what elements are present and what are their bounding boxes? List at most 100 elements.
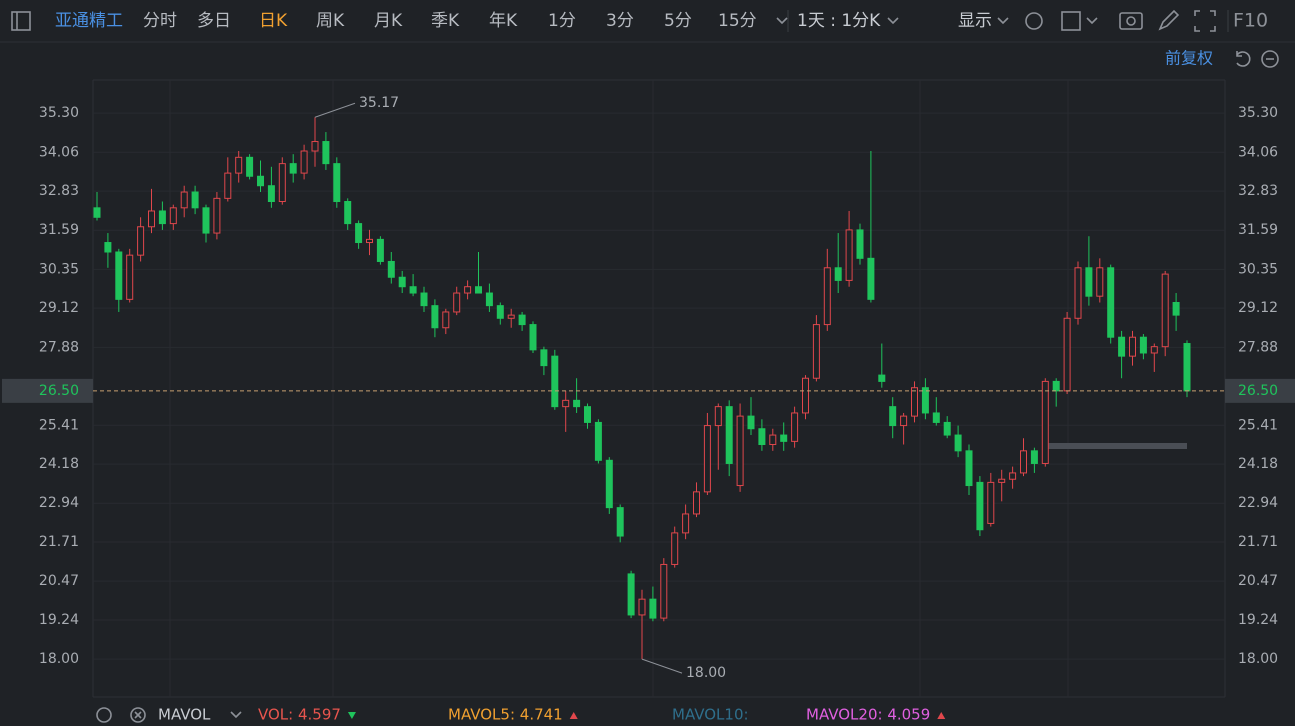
candle-body: [660, 563, 668, 619]
period-tab[interactable]: 日K: [259, 11, 288, 31]
period-tab[interactable]: 5分: [664, 11, 692, 31]
candle-body: [573, 399, 581, 408]
low-pointer: [641, 658, 683, 674]
style-chevron[interactable]: [1086, 17, 1098, 25]
fullscreen-icon[interactable]: [1194, 10, 1216, 32]
candle-body: [769, 434, 777, 446]
candle-body: [1172, 301, 1180, 316]
candle-body: [551, 355, 559, 408]
indicator-name[interactable]: MAVOL: [158, 706, 211, 724]
candle-body: [1030, 450, 1038, 464]
candle-body: [1139, 336, 1147, 354]
candle-body: [115, 251, 123, 300]
candle-body: [998, 478, 1006, 483]
period-tab[interactable]: 3分: [606, 11, 634, 31]
indicator-value: MAVOL5: 4.741: [448, 706, 563, 724]
trend-arrow: [569, 712, 578, 719]
reset-icon[interactable]: [1236, 51, 1251, 67]
low-label: 18.00: [686, 665, 726, 681]
y2-tick-label: 32.83: [1238, 183, 1278, 199]
style-icon[interactable]: [1061, 11, 1081, 31]
last-price-label: 26.50: [1238, 383, 1278, 399]
candle-body: [224, 172, 232, 199]
camera-icon[interactable]: [1119, 12, 1143, 30]
candle-body: [671, 532, 679, 565]
period-tab[interactable]: 1分: [548, 11, 576, 31]
candle-body: [845, 229, 853, 281]
candle-body: [693, 491, 700, 515]
period-tab[interactable]: 15分: [718, 11, 757, 31]
zoom-out-icon[interactable]: [1261, 50, 1279, 68]
f10-button[interactable]: F10: [1233, 10, 1268, 32]
candle-body: [932, 412, 940, 423]
period-tab[interactable]: 年K: [489, 11, 518, 31]
settings-icon[interactable]: [1025, 12, 1043, 30]
candle-body: [442, 311, 450, 329]
candle-body: [322, 141, 330, 165]
trend-arrow: [937, 712, 946, 719]
candle-body: [747, 415, 755, 430]
sidebar-toggle[interactable]: [11, 11, 31, 31]
candle-body: [158, 210, 166, 225]
candle-body: [725, 406, 733, 464]
candle-body: [355, 223, 363, 244]
y2-tick-label: 20.47: [1238, 573, 1278, 589]
indicator-close[interactable]: [130, 707, 146, 723]
indicator-settings[interactable]: [96, 707, 112, 723]
y-tick-label: 22.94: [39, 495, 79, 511]
candle-body: [398, 276, 406, 288]
candle-body: [376, 238, 384, 262]
candle-body: [943, 421, 951, 436]
period-tab[interactable]: 多日: [197, 11, 231, 31]
candle-body: [311, 141, 319, 152]
candle-body: [911, 387, 918, 417]
candle-body: [638, 598, 646, 616]
candle-body: [180, 191, 188, 209]
candle-body: [878, 374, 886, 382]
draw-icon[interactable]: [1158, 9, 1180, 31]
indicator-chevron[interactable]: [230, 711, 242, 719]
candle-body: [627, 573, 635, 616]
candle-body: [1085, 267, 1093, 297]
indicator-value: MAVOL20: 4.059: [806, 706, 930, 724]
more-chevron[interactable]: [776, 17, 788, 25]
candle-body: [736, 415, 744, 487]
candle-body: [267, 185, 275, 203]
y-tick-label: 31.59: [39, 222, 79, 238]
y-tick-label: 18.00: [39, 651, 79, 667]
candle-body: [682, 513, 690, 534]
period-chevron[interactable]: [887, 17, 899, 25]
period-tab[interactable]: 周K: [316, 11, 345, 31]
period-tab[interactable]: 分时: [143, 11, 177, 31]
candle-body: [1161, 273, 1169, 348]
display-select[interactable]: 显示: [958, 11, 992, 31]
candle-body: [1129, 336, 1136, 357]
y-tick-label: 21.71: [39, 534, 79, 550]
candle-body: [812, 324, 820, 379]
candle-body: [387, 260, 395, 278]
candle-body: [605, 459, 613, 509]
display-chevron[interactable]: [997, 17, 1009, 25]
candle-body: [987, 481, 995, 524]
candle-body: [366, 238, 373, 244]
stock-name[interactable]: 亚通精工: [55, 11, 123, 31]
candle-body: [289, 163, 297, 174]
range-marker: [1047, 443, 1187, 449]
y2-tick-label: 27.88: [1238, 339, 1278, 355]
period-tab[interactable]: 月K: [374, 11, 403, 31]
y2-tick-label: 34.06: [1238, 144, 1278, 160]
candle-body: [780, 434, 788, 442]
candle-body: [1074, 267, 1082, 319]
candle-body: [594, 421, 602, 461]
period-select[interactable]: 1天 : 1分K: [797, 11, 881, 31]
period-tab[interactable]: 季K: [431, 11, 460, 31]
last-price-label: 26.50: [39, 383, 79, 399]
candle-body: [213, 197, 221, 234]
candle-body: [431, 305, 439, 329]
last-price-box: [1225, 378, 1295, 403]
candle-body: [562, 399, 570, 408]
candle-body: [496, 305, 504, 319]
adjust-button[interactable]: 前复权: [1165, 49, 1213, 68]
